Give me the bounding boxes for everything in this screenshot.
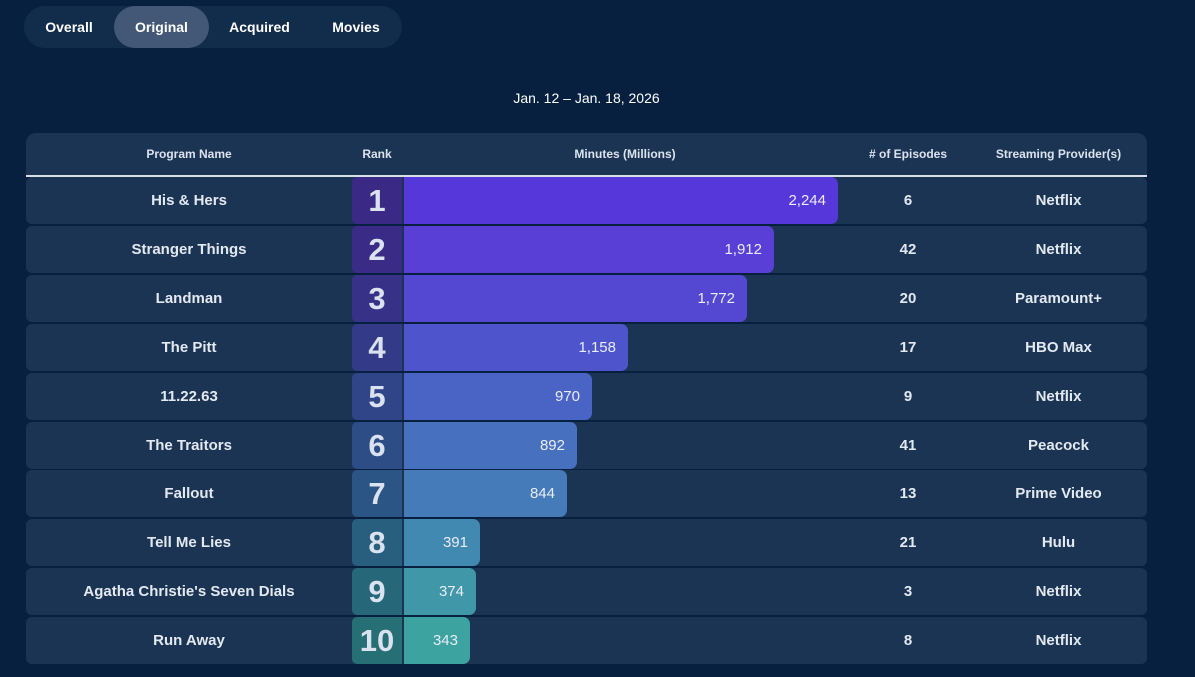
program-name: His & Hers (151, 192, 227, 209)
rank-number: 2 (352, 225, 402, 273)
minutes-label: 2,244 (788, 192, 826, 209)
minutes-bar (404, 274, 747, 322)
streaming-provider: HBO Max (1025, 338, 1092, 356)
minutes-bar (404, 617, 470, 665)
tab-movies[interactable]: Movies (332, 19, 380, 35)
tab-acquired[interactable]: Acquired (229, 19, 290, 35)
program-name: 11.22.63 (160, 387, 218, 405)
program-name: Tell Me Lies (147, 534, 231, 552)
minutes-bar (404, 177, 838, 224)
rank-number: 6 (352, 421, 402, 469)
episodes-count: 41 (899, 436, 917, 454)
minutes-label: 391 (442, 534, 468, 552)
ranking-table: Program Name Rank Minutes (Millions) # o… (26, 133, 1147, 665)
date-range: Jan. 12 – Jan. 18, 2026 (513, 90, 660, 106)
streaming-provider: Peacock (1028, 436, 1089, 454)
minutes-label: 892 (539, 436, 565, 454)
rank-number: 8 (352, 519, 402, 567)
streaming-provider: Netflix (1035, 192, 1082, 209)
episodes-count: 6 (903, 192, 913, 209)
minutes-label: 970 (554, 387, 580, 405)
minutes-bar (404, 323, 628, 371)
streaming-provider: Netflix (1035, 240, 1082, 258)
program-name: Run Away (153, 632, 225, 650)
episodes-count: 13 (899, 485, 917, 503)
rank-number: 4 (352, 323, 402, 371)
minutes-bar (404, 225, 774, 273)
rank-number: 7 (352, 470, 402, 518)
streaming-provider: Hulu (1041, 534, 1076, 552)
table-row: The Traitors 6 892 41 Peacock (26, 421, 1147, 469)
program-name: Fallout (164, 485, 214, 503)
minutes-label: 343 (432, 632, 458, 650)
table-row: His & Hers 1 2,244 6 Netflix (26, 177, 1147, 224)
table-row: 11.22.63 5 970 9 Netflix (26, 372, 1147, 420)
episodes-count: 17 (899, 338, 917, 356)
minutes-bar (404, 421, 577, 469)
minutes-label: 1,158 (578, 338, 616, 356)
program-name: The Pitt (161, 338, 217, 356)
minutes-bar (404, 372, 592, 420)
table-row: Fallout 7 844 13 Prime Video (26, 470, 1147, 518)
rank-number: 9 (352, 568, 402, 616)
table-row: Agatha Christie's Seven Dials 9 374 3 Netfli… (26, 568, 1147, 616)
header-provider: Streaming Provider(s) (995, 147, 1122, 161)
episodes-count: 42 (899, 240, 917, 258)
tab-bar: Overall Original Acquired Movies (24, 6, 402, 48)
streaming-provider: Netflix (1035, 632, 1082, 650)
streaming-provider: Paramount+ (1014, 289, 1103, 307)
table-row: Landman 3 1,772 20 Paramount+ (26, 274, 1147, 322)
header-program-name: Program Name (146, 147, 232, 161)
table-row: Tell Me Lies 8 391 21 Hulu (26, 519, 1147, 567)
episodes-count: 9 (903, 387, 913, 405)
header-minutes: Minutes (Millions) (574, 147, 676, 161)
program-name: Agatha Christie's Seven Dials (83, 583, 295, 601)
tab-original[interactable]: Original (114, 6, 209, 48)
streaming-provider: Netflix (1035, 387, 1082, 405)
tab-overall[interactable]: Overall (45, 19, 93, 35)
rank-number: 5 (352, 372, 402, 420)
minutes-label: 1,772 (697, 289, 735, 307)
header-rank: Rank (362, 147, 392, 161)
minutes-bar (404, 470, 567, 518)
program-name: Stranger Things (131, 240, 247, 258)
streaming-provider: Netflix (1035, 583, 1082, 601)
header-episodes: # of Episodes (868, 147, 948, 161)
episodes-count: 20 (899, 289, 917, 307)
program-name: Landman (155, 289, 223, 307)
minutes-bar (404, 519, 480, 567)
table-row: The Pitt 4 1,158 17 HBO Max (26, 323, 1147, 371)
rank-number: 10 (352, 617, 402, 665)
program-name: The Traitors (146, 436, 232, 454)
rank-number: 3 (352, 274, 402, 322)
rank-number: 1 (352, 177, 402, 224)
episodes-count: 8 (903, 632, 913, 650)
minutes-label: 1,912 (724, 240, 762, 258)
minutes-label: 844 (529, 485, 555, 503)
episodes-count: 3 (903, 583, 913, 601)
episodes-count: 21 (899, 534, 917, 552)
table-header: Program Name Rank Minutes (Millions) # o… (26, 133, 1147, 177)
table-row: Stranger Things 2 1,912 42 Netflix (26, 225, 1147, 273)
minutes-label: 374 (438, 583, 464, 601)
streaming-provider: Prime Video (1015, 485, 1102, 503)
table-row: Run Away 10 343 8 Netflix (26, 617, 1147, 665)
minutes-bar (404, 568, 476, 616)
